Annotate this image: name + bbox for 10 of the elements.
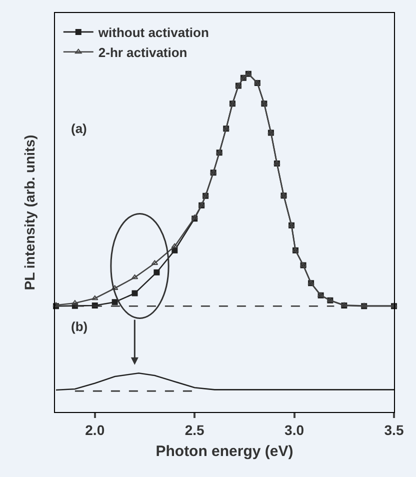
y-axis-title: PL intensity (arb. units) [22, 134, 38, 290]
x-tick-label: 3.5 [384, 422, 404, 438]
legend-label: 2-hr activation [98, 44, 188, 60]
x-tick-label: 2.5 [184, 422, 205, 438]
x-tick-label: 2.0 [85, 422, 105, 438]
x-tick-label: 3.0 [284, 422, 304, 438]
annotation: (a) [71, 121, 87, 136]
annotation: (b) [71, 319, 88, 334]
x-axis-title: Photon energy (eV) [156, 442, 294, 460]
legend-label: without activation [97, 25, 209, 40]
